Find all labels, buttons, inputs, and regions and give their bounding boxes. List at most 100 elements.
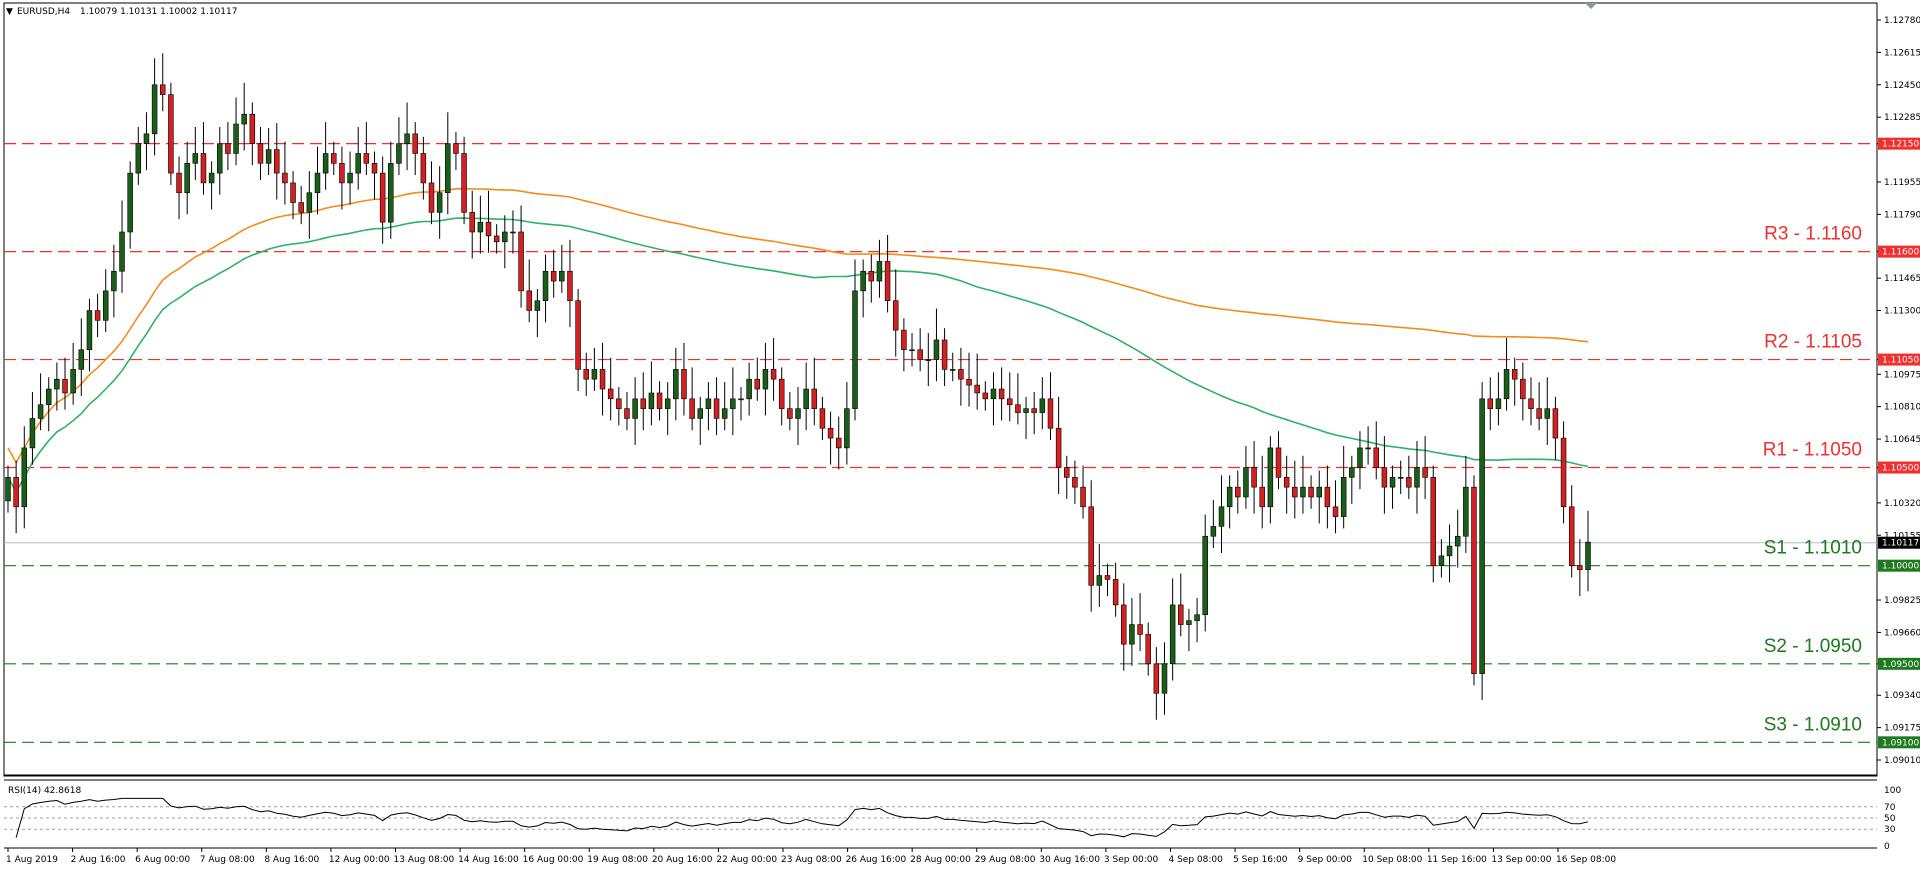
candle-body <box>974 384 980 394</box>
candle-body <box>111 270 117 292</box>
level-price-tag: 1.09100 <box>1882 738 1919 748</box>
candle-body <box>852 290 858 409</box>
candle-body <box>1495 398 1502 409</box>
candle-body <box>1430 477 1437 566</box>
candle-body <box>640 398 647 409</box>
candle-body <box>1381 467 1388 488</box>
candle-body <box>404 133 410 144</box>
candle-body <box>1340 477 1347 517</box>
candle-body <box>1072 477 1078 488</box>
candle-body <box>1308 486 1314 498</box>
candle-body <box>396 143 402 164</box>
menu-glyph[interactable]: ▼ <box>6 7 13 17</box>
candle-body <box>412 133 418 154</box>
time-tick-label: 29 Aug 08:00 <box>975 855 1036 865</box>
price-tick-label: 1.09010 <box>1884 756 1920 766</box>
resistance-label: R2 - 1.1105 <box>1764 332 1862 353</box>
candle-body <box>1169 604 1176 665</box>
candle-body <box>428 182 435 213</box>
candle-body <box>102 290 109 321</box>
rsi-tick-label: 50 <box>1884 814 1896 824</box>
candle-body <box>656 392 663 409</box>
candle-body <box>54 378 60 390</box>
candle-body <box>379 172 386 223</box>
candle-body <box>1275 447 1282 478</box>
candle-body <box>860 270 866 292</box>
candle-body <box>1064 467 1070 478</box>
candle-body <box>868 270 875 282</box>
candle-body <box>844 408 850 449</box>
level-price-tag-bg <box>1878 736 1920 749</box>
candle-body <box>876 261 883 282</box>
price-tick-label: 1.12450 <box>1884 81 1920 91</box>
candle-body <box>607 388 614 400</box>
shift-marker-icon[interactable] <box>1585 3 1597 9</box>
candle-body <box>62 378 68 394</box>
price-tick-label: 1.12615 <box>1884 48 1920 58</box>
candle-body <box>673 369 679 400</box>
candle-body <box>909 349 915 352</box>
time-tick-label: 30 Aug 16:00 <box>1039 855 1100 865</box>
symbol-label: EURUSD,H4 <box>17 7 70 17</box>
candle-body <box>1096 575 1103 586</box>
price-tick-label: 1.11790 <box>1884 210 1920 220</box>
candle-body <box>502 231 508 243</box>
candle-body <box>1112 579 1119 606</box>
candle-body <box>1349 467 1355 478</box>
ohlc-values: 1.10079 1.10131 1.10002 1.10117 <box>80 7 237 17</box>
time-tick-label: 11 Sep 16:00 <box>1427 855 1487 865</box>
candle-body <box>550 270 557 282</box>
current-price-tag: 1.10117 <box>1882 539 1919 549</box>
candle-body <box>453 143 459 154</box>
price-tick-label: 1.10320 <box>1884 499 1920 509</box>
time-tick-label: 6 Aug 00:00 <box>135 855 190 865</box>
candle-body <box>119 231 125 272</box>
time-tick-label: 26 Aug 16:00 <box>846 855 907 865</box>
level-price-tag-bg <box>1878 245 1920 258</box>
candle-body <box>135 143 142 174</box>
candle-body <box>436 192 443 213</box>
candle-body <box>1324 486 1331 508</box>
candle-body <box>5 477 11 502</box>
candle-body <box>257 143 264 164</box>
candle-body <box>1373 447 1379 468</box>
candle-body <box>1218 506 1225 527</box>
support-label: S2 - 1.0950 <box>1764 636 1862 657</box>
candle-body <box>86 310 93 351</box>
candle-body <box>1129 624 1135 645</box>
candle-body <box>469 212 475 233</box>
candle-body <box>632 398 638 419</box>
candle-body <box>1454 535 1461 547</box>
candle-body <box>770 369 777 380</box>
candle-body <box>624 408 630 419</box>
candle-body <box>1121 604 1127 645</box>
candle-body <box>1397 477 1404 479</box>
candle-body <box>949 369 956 371</box>
candle-body <box>787 408 793 419</box>
price-tick-label: 1.12285 <box>1884 113 1920 123</box>
candle-body <box>1235 486 1241 498</box>
candle-body <box>1520 378 1526 400</box>
price-tick-label: 1.10975 <box>1884 370 1920 380</box>
ma-slow-line <box>7 187 1589 465</box>
time-tick-label: 28 Aug 00:00 <box>910 855 971 865</box>
candle-body <box>1487 398 1494 409</box>
time-tick-label: 2 Aug 16:00 <box>71 855 126 865</box>
candle-body <box>819 408 826 429</box>
level-price-tag: 1.11600 <box>1882 248 1919 258</box>
candle-body <box>933 339 940 360</box>
price-tick-label: 1.09660 <box>1884 628 1920 638</box>
moving-averages <box>7 187 1589 494</box>
candle-body <box>208 172 215 184</box>
candle-body <box>233 123 239 154</box>
candle-body <box>925 359 932 361</box>
candle-body <box>1406 477 1412 488</box>
candle-body <box>1479 398 1485 674</box>
candle-body <box>1471 486 1477 674</box>
candle-body <box>314 172 321 194</box>
candle-body <box>599 369 606 390</box>
candle-body <box>575 300 581 370</box>
candle-body <box>1226 486 1233 508</box>
price-tags: 1.12150 1.11600 1.11050 1.10500 1.10000 1.095… <box>1878 137 1920 749</box>
